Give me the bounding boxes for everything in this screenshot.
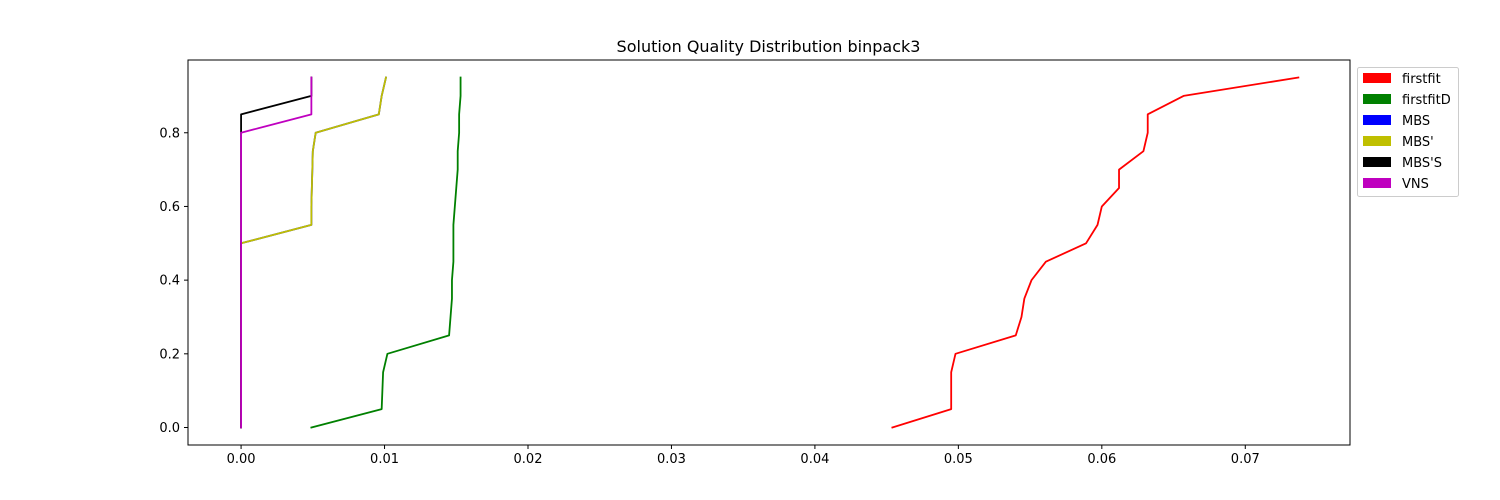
legend: firstfit firstfitD MBS MBS' MBS'S VNS xyxy=(1357,67,1459,197)
legend-swatch-5 xyxy=(1363,178,1391,188)
legend-label-4: MBS'S xyxy=(1402,156,1442,171)
x-tick-label: 0.05 xyxy=(944,452,973,467)
legend-label-3: MBS' xyxy=(1402,135,1434,150)
x-tick-label: 0.02 xyxy=(514,452,543,467)
series-line-5 xyxy=(240,76,313,429)
plot-lines xyxy=(240,76,1300,429)
legend-label-1: firstfitD xyxy=(1402,93,1451,108)
y-tick-label: 0.0 xyxy=(159,421,180,436)
series-line-1 xyxy=(310,76,462,429)
plot-frame xyxy=(187,59,1351,446)
x-tick-label: 0.07 xyxy=(1231,452,1260,467)
series-line-3 xyxy=(240,76,388,429)
legend-swatch-0 xyxy=(1363,73,1391,83)
legend-swatch-2 xyxy=(1363,115,1391,125)
legend-label-5: VNS xyxy=(1402,177,1429,192)
x-tick-label: 0.01 xyxy=(370,452,399,467)
y-axis: 0.0 0.2 0.4 0.6 0.8 xyxy=(159,126,188,436)
chart-title: Solution Quality Distribution binpack3 xyxy=(617,37,921,56)
legend-label-0: firstfit xyxy=(1402,72,1441,87)
series-line-0 xyxy=(891,76,1300,429)
y-tick-label: 0.8 xyxy=(159,126,180,141)
legend-swatch-3 xyxy=(1363,136,1391,146)
x-tick-label: 0.03 xyxy=(657,452,686,467)
x-tick-label: 0.00 xyxy=(227,452,256,467)
x-axis: 0.00 0.01 0.02 0.03 0.04 0.05 0.06 0.07 xyxy=(227,445,1260,467)
x-tick-label: 0.06 xyxy=(1087,452,1116,467)
y-tick-label: 0.4 xyxy=(159,274,180,289)
legend-swatch-4 xyxy=(1363,157,1391,167)
y-tick-label: 0.6 xyxy=(159,200,180,215)
y-tick-label: 0.2 xyxy=(159,347,180,362)
legend-swatch-1 xyxy=(1363,94,1391,104)
legend-label-2: MBS xyxy=(1402,114,1430,129)
series-line-2 xyxy=(240,76,388,429)
x-tick-label: 0.04 xyxy=(800,452,829,467)
